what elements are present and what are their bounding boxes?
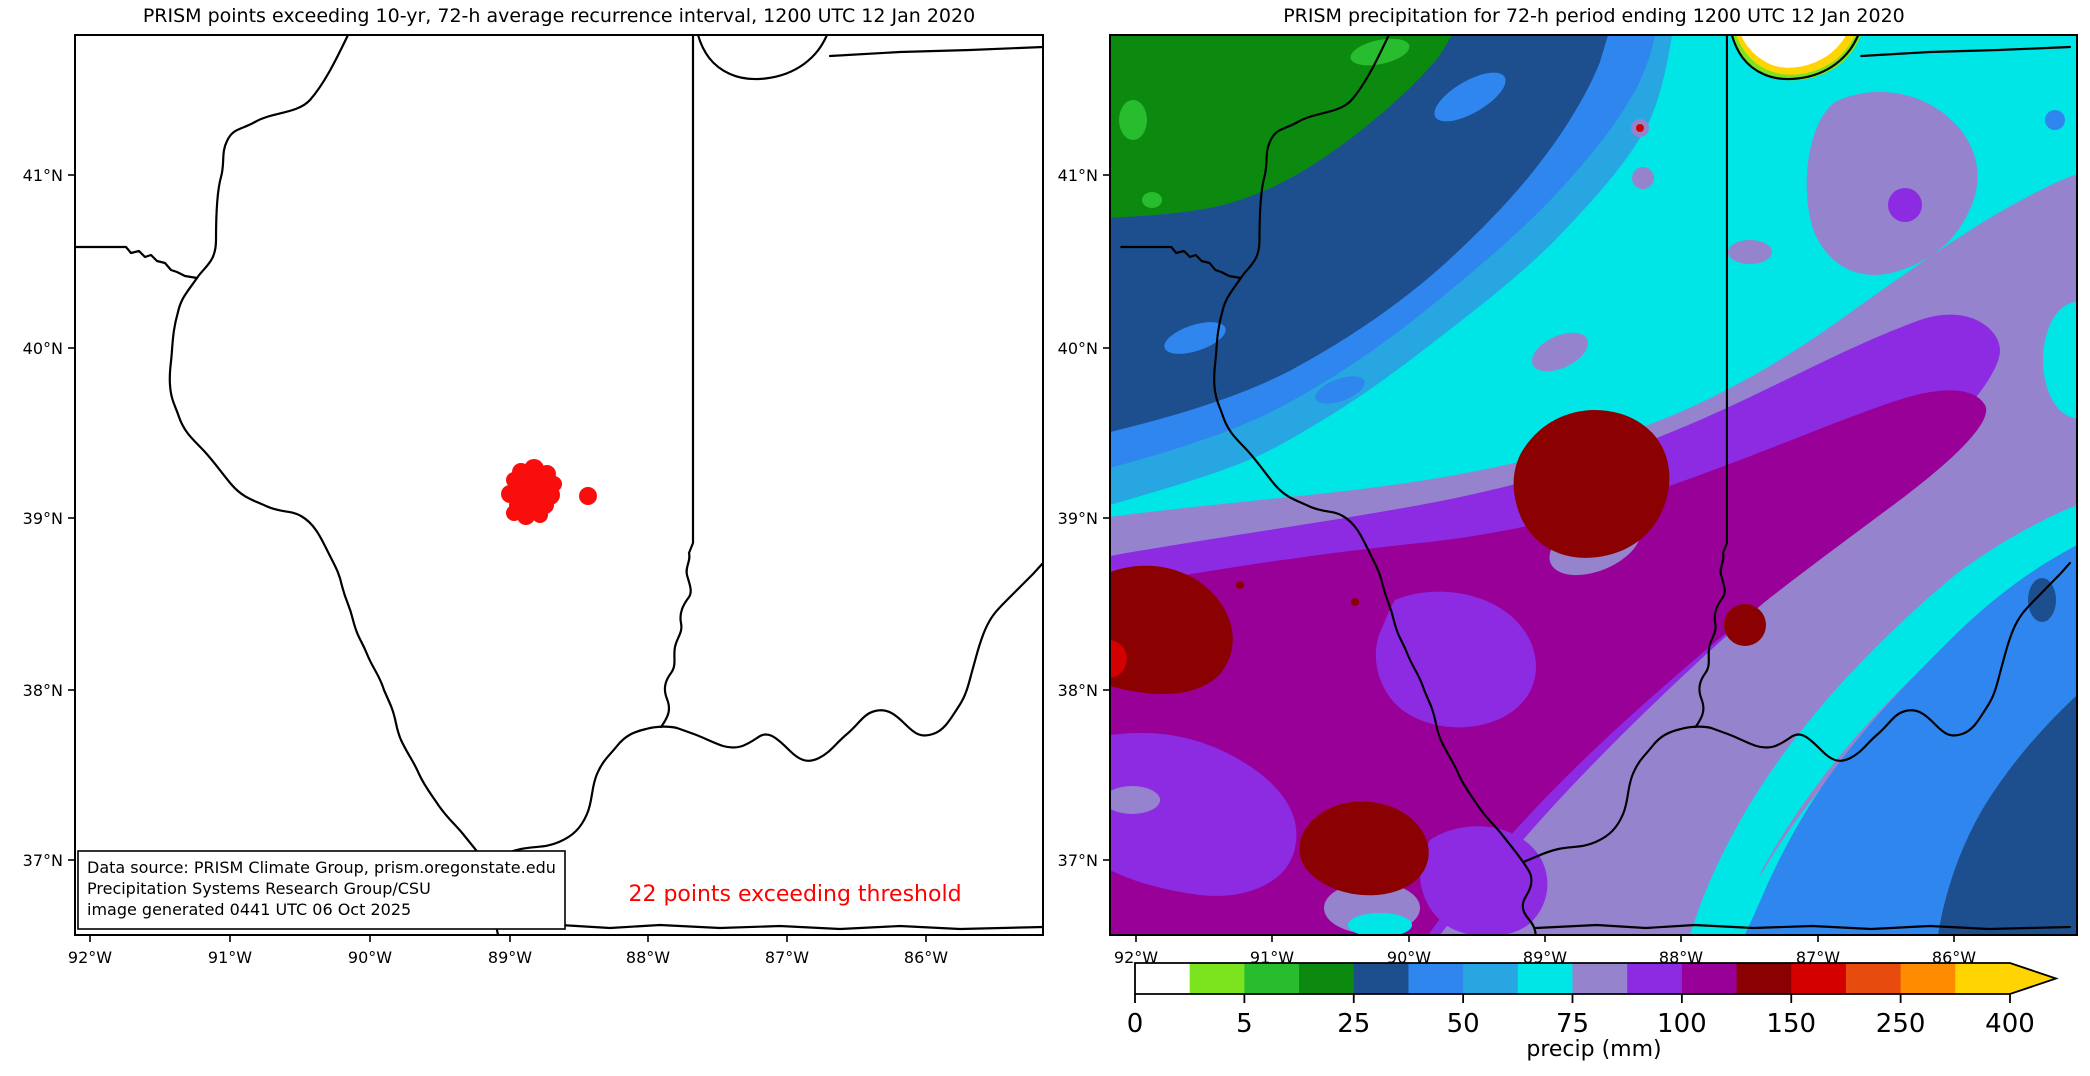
colorbar-segment [1900, 963, 1956, 994]
left-map-axes: 92°W 91°W 90°W 89°W 88°W 87°W 86°W 41°N 40°N 39°N… [23, 166, 949, 967]
lake-michigan-water [1741, 35, 1846, 68]
exceedance-point [508, 480, 526, 498]
precip-dot-darkred-1 [1351, 598, 1359, 606]
left-map-area: Data source: PRISM Climate Group, prism.… [75, 35, 1043, 935]
precip-max-red-west-core [1110, 640, 1127, 678]
colorbar-outline [1134, 962, 2059, 995]
precip-band-magenta [1110, 390, 1987, 935]
colorbar-tick-label: 25 [1337, 1009, 1370, 1039]
precip-blob-lightpurple-small-3 [1531, 332, 1589, 372]
colorbar-segment [1135, 963, 1191, 994]
precip-max-darkred-east [1724, 604, 1766, 646]
precip-max-darkred-center [1513, 409, 1670, 558]
right-map-area [1110, 35, 2077, 935]
lon-tick-label: 90°W [348, 948, 392, 967]
precip-patch-cyan-bottom [1348, 913, 1412, 935]
colorbar-segment [1463, 963, 1519, 994]
lat-tick-label: 39°N [23, 509, 63, 528]
right-map-frame [1109, 34, 2078, 936]
exceedance-point [539, 480, 557, 498]
colorbar-tick-label: 5 [1236, 1009, 1253, 1039]
colorbar-tick-label: 75 [1556, 1009, 1589, 1039]
colorbar-segment [1244, 963, 1300, 994]
lat-tick-label: 37°N [23, 851, 63, 870]
lat-tick-label: 41°N [23, 166, 63, 185]
precip-max-darkred-west [1110, 565, 1233, 695]
precip-patch-violet-mid [1375, 591, 1537, 728]
precip-blob-lightpurple-right-edge-2 [2038, 417, 2077, 473]
right-map-title: PRISM precipitation for 72-h period endi… [1283, 5, 1905, 27]
colorbar-segment [1845, 963, 1902, 994]
points-exceeding-status: 22 points exceeding threshold [628, 882, 961, 907]
colorbar-label: precip (mm) [1526, 1037, 1661, 1062]
precip-blob-brightgreen-1 [1119, 100, 1147, 140]
colorbar-segment [1408, 963, 1464, 994]
precip-patch-violet-sw [1110, 732, 1297, 896]
colorbar-segment [1572, 963, 1628, 994]
colorbar-segment [1189, 963, 1245, 994]
precip-blob-lightpurple-small-2 [1632, 167, 1654, 189]
colorbar-segment [1353, 963, 1410, 994]
precip-blob-lightpurple-ne [1806, 91, 1978, 275]
colorbar-segment [1627, 963, 1683, 994]
lat-tick-label: 37°N [1058, 851, 1098, 870]
precip-max-darkred-south [1299, 801, 1429, 896]
exceedance-point [506, 505, 522, 521]
left-map-title: PRISM points exceeding 10-yr, 72-h avera… [143, 5, 975, 27]
precip-blob-darkblue-se [2028, 578, 2056, 622]
exceedance-point [579, 487, 597, 505]
precip-blob-lightpurple-small-1 [1728, 240, 1772, 264]
lon-tick-label: 86°W [904, 948, 948, 967]
colorbar-tick-label: 150 [1766, 1009, 1816, 1039]
colorbar-tick-label: 50 [1447, 1009, 1480, 1039]
data-source-line2: Precipitation Systems Research Group/CSU [87, 879, 431, 898]
lat-tick-label: 41°N [1058, 166, 1098, 185]
precip-blob-blue-2 [1434, 72, 1506, 122]
lon-tick-label: 91°W [208, 948, 252, 967]
colorbar-segment [1517, 963, 1574, 994]
lat-tick-label: 38°N [1058, 681, 1098, 700]
precip-blob-blue-ne [2045, 110, 2065, 130]
left-map-frame [74, 34, 1044, 936]
precip-band-darkblue-se [1938, 695, 2077, 935]
colorbar-segment [1681, 963, 1738, 994]
colorbar-segment [1955, 963, 2011, 994]
precip-blob-blue-1 [1164, 322, 1226, 354]
colorbar-extend-arrow [2010, 963, 2056, 994]
exceedance-point [532, 507, 548, 523]
precip-blob-brightgreen-2 [1142, 192, 1162, 208]
colorbar-tick-label: 400 [1985, 1009, 2035, 1039]
colorbar: 0 5 25 50 75 100 150 250 400 [1127, 962, 2059, 1039]
colorbar-segment [1791, 963, 1847, 994]
data-source-box [77, 850, 566, 930]
lon-tick-label: 92°W [68, 948, 112, 967]
data-source-line3: image generated 0441 UTC 06 Oct 2025 [87, 900, 411, 919]
colorbar-segment [1736, 963, 1792, 994]
precip-blob-violet-ne [1888, 188, 1922, 222]
lat-tick-label: 39°N [1058, 509, 1098, 528]
lon-tick-label: 88°W [626, 948, 670, 967]
precip-blob-lightpurple-right-edge-1 [2044, 242, 2077, 294]
precip-dot-red-small [1636, 124, 1644, 132]
precip-notch-cyan-right-edge [2043, 302, 2077, 418]
colorbar-tick-label: 100 [1657, 1009, 1707, 1039]
lat-tick-label: 38°N [23, 681, 63, 700]
lon-tick-label: 87°W [765, 948, 809, 967]
lon-tick-label: 89°W [488, 948, 532, 967]
data-source-line1: Data source: PRISM Climate Group, prism.… [87, 858, 556, 877]
colorbar-tick-label: 0 [1127, 1009, 1144, 1039]
colorbar-segment [1299, 963, 1355, 994]
colorbar-tick-label: 250 [1876, 1009, 1926, 1039]
precip-dot-darkred-2 [1236, 581, 1244, 589]
lat-tick-label: 40°N [23, 339, 63, 358]
precip-blob-blue-3 [1315, 376, 1365, 404]
precip-patch-lightpurple-west-edge [1110, 786, 1160, 814]
lat-tick-label: 40°N [1058, 339, 1098, 358]
exceedance-points-layer [501, 459, 597, 525]
